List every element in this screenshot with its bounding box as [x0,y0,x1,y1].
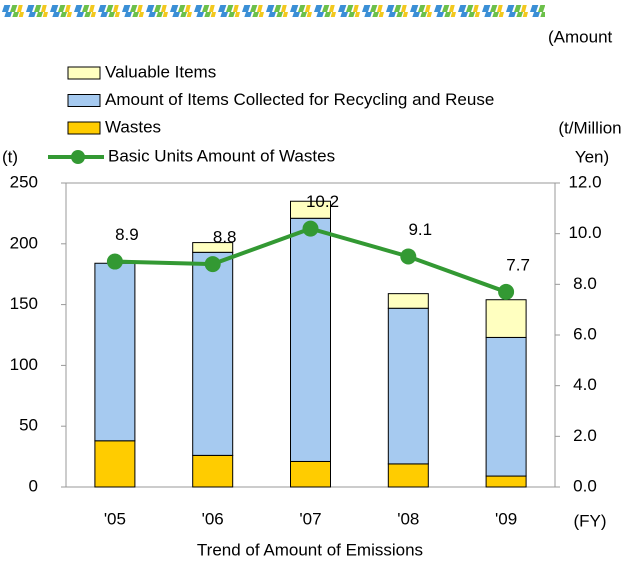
data-label: 8.8 [213,228,237,247]
bar-segment [290,217,331,462]
line-marker [204,256,221,273]
y2-tick-label: 2.0 [573,426,597,445]
data-label: 9.1 [408,220,432,239]
data-label: 10.2 [306,192,339,211]
x-tick-label: '09 [495,509,517,528]
corner-note: (Amount [548,27,613,46]
y-tick-label: 0 [29,476,38,495]
legend-swatch [67,66,101,80]
bar-segment [485,475,527,488]
y2-axis-label: Yen) [575,147,609,166]
legend-swatch [67,121,101,135]
data-label: 8.9 [115,225,139,244]
bar-segment [192,251,234,456]
y-tick-label: 150 [10,294,38,313]
y-tick-label: 100 [10,355,38,374]
legend-label: Valuable Items [105,62,216,81]
y2-axis-label: (t/Million [558,118,621,137]
y2-tick-label: 0.0 [573,476,597,495]
x-axis-label: (FY) [573,511,606,530]
line-marker [302,220,319,237]
line-marker [106,253,123,270]
x-tick-label: '06 [202,509,224,528]
y2-tick-label: 4.0 [573,375,597,394]
x-tick-label: '05 [104,509,126,528]
data-label: 7.7 [506,255,530,274]
bar-segment [290,200,331,219]
y-tick-label: 50 [19,416,38,435]
bar-segment [290,460,331,488]
legend-label: Basic Units Amount of Wastes [108,146,335,165]
bar-segment [192,242,234,253]
bar-segment [485,336,527,477]
bar-segment [485,299,527,338]
legend-label: Amount of Items Collected for Recycling … [105,90,494,109]
bar-segment [387,307,429,465]
y2-tick-label: 10.0 [568,223,601,242]
decor-stripe [0,5,545,17]
bar-segment [192,454,234,488]
bar-segment [387,293,429,309]
bar-segment [387,463,429,488]
bar-segment [94,440,136,488]
chart-title: Trend of Amount of Emissions [197,540,423,559]
y-axis-label: (t) [2,147,18,166]
x-tick-label: '08 [397,509,419,528]
y2-tick-label: 8.0 [573,274,597,293]
x-tick-label: '07 [299,509,321,528]
bar-segment [94,262,136,442]
y2-tick-label: 6.0 [573,324,597,343]
legend-label: Wastes [105,117,161,136]
line-marker [498,283,515,300]
y-tick-label: 250 [10,172,38,191]
legend-swatch [67,94,101,107]
line-marker [400,248,417,265]
y2-tick-label: 12.0 [568,172,601,191]
legend-marker [71,150,85,164]
y-tick-label: 200 [10,233,38,252]
